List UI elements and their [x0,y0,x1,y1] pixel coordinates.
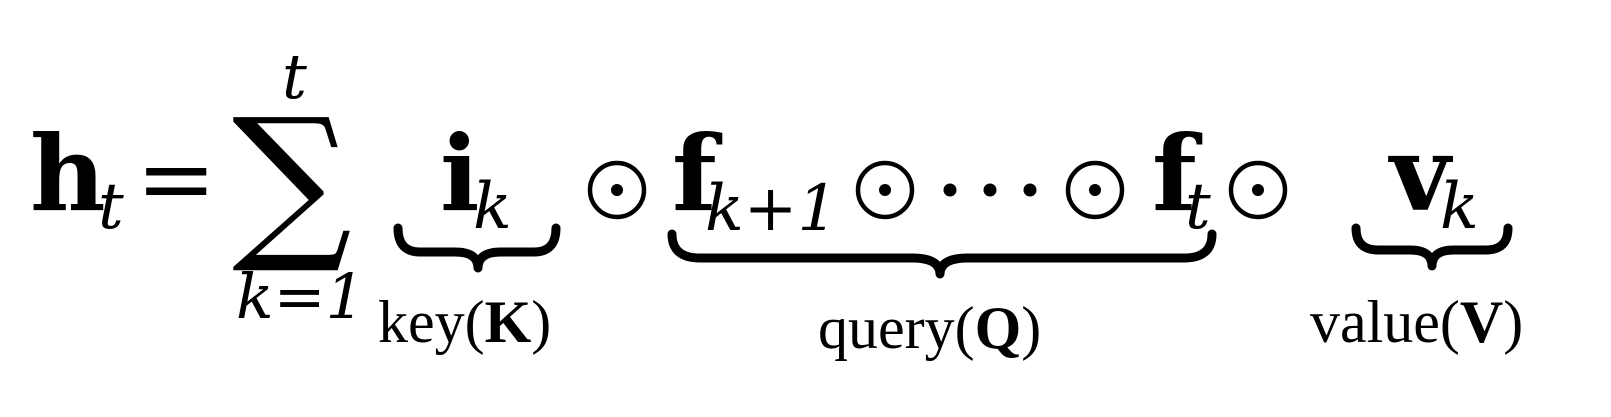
sum-upper-limit: t [282,40,307,113]
value-term-group: v k value(V) [1310,112,1523,355]
value-vector-symbol: v [1388,112,1454,235]
hidden-state-subscript: t [98,170,124,244]
input-gate-symbol: i [440,112,480,235]
query-label: query(Q) [818,295,1041,361]
value-label: value(V) [1310,289,1523,355]
hadamard-operator-4 [1228,160,1288,220]
hadamard-operator-3 [1065,160,1125,220]
key-term-group: i k key(K) [378,112,561,355]
hidden-state-symbol: h [30,112,106,235]
forget-gate-first-symbol: f [672,112,723,235]
summation-group: t ∑ k=1 [232,40,365,333]
key-label: key(K) [378,289,551,355]
value-vector-subscript: k [1440,170,1479,244]
ellipsis-dots [943,183,1037,197]
input-gate-subscript: k [473,170,512,244]
hadamard-operator-1 [587,160,647,220]
forget-gate-last-symbol: f [1152,112,1203,235]
value-underbrace [1351,223,1513,271]
query-underbrace [667,229,1217,279]
equals-sign: = [136,123,216,235]
forget-gate-first-subscript: k+1 [705,172,838,246]
lhs-group: h t = [30,112,216,244]
sum-operator: ∑ [232,82,352,278]
query-term-group: f k+1 f t query(Q) [667,112,1217,361]
hadamard-operator-2 [855,160,915,220]
sum-lower-limit: k=1 [236,260,365,333]
forget-gate-last-subscript: t [1185,170,1211,244]
key-underbrace [393,223,561,273]
